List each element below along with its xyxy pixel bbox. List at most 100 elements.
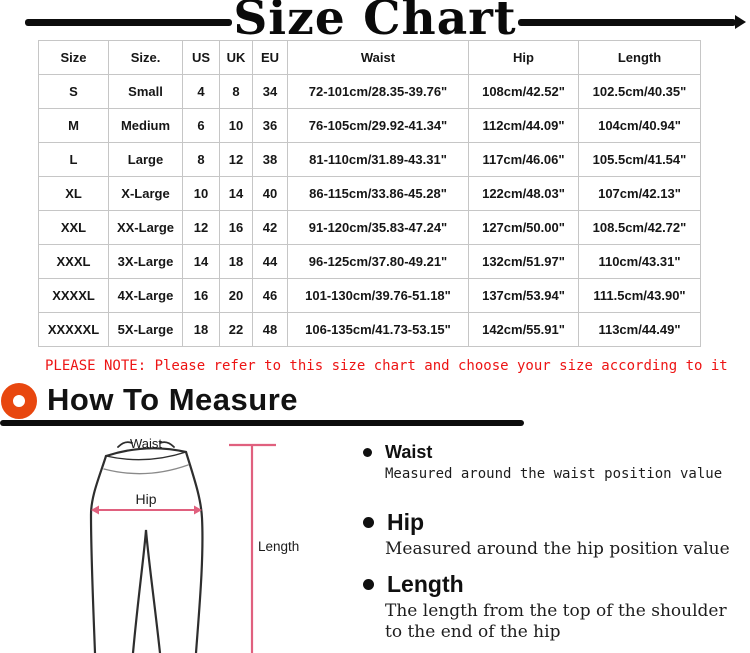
table-cell: 113cm/44.49" — [578, 312, 701, 347]
measure-item-length: Length The length from the top of the sh… — [363, 571, 730, 644]
table-cell: 10 — [219, 108, 253, 143]
table-cell: 3X-Large — [108, 244, 183, 279]
table-cell: 102.5cm/40.35" — [578, 74, 701, 109]
how-to-measure-heading: How To Measure — [47, 382, 299, 417]
column-header: Waist — [287, 40, 469, 75]
heading-underline — [0, 420, 524, 426]
table-cell: 110cm/43.31" — [578, 244, 701, 279]
table-cell: 22 — [219, 312, 253, 347]
table-cell: 8 — [219, 74, 253, 109]
table-row: XL X-Large 10 14 40 86-115cm/33.86-45.28" 122c… — [38, 176, 701, 211]
table-cell: S — [38, 74, 109, 109]
table-cell: Medium — [108, 108, 183, 143]
measure-description: The length from the top of the shoulder … — [385, 601, 727, 643]
table-row: XXL XX-Large 12 16 42 91-120cm/35.83-47.24" 12… — [38, 210, 701, 245]
column-header: US — [182, 40, 220, 75]
table-cell: 104cm/40.94" — [578, 108, 701, 143]
bullet-dot-icon — [363, 448, 372, 457]
size-table: Size Size. US UK EU Waist Hip Length S Small 4 8 34… — [38, 40, 701, 347]
measure-description: Measured around the hip position value — [385, 539, 730, 559]
table-cell: 106-135cm/41.73-53.15" — [287, 312, 469, 347]
pants-outline — [89, 447, 204, 653]
table-cell: Large — [108, 142, 183, 177]
table-cell: 108.5cm/42.72" — [578, 210, 701, 245]
table-cell: 142cm/55.91" — [468, 312, 579, 347]
table-cell: 34 — [252, 74, 288, 109]
table-cell: 96-125cm/37.80-49.21" — [287, 244, 469, 279]
table-cell: XXXL — [38, 244, 109, 279]
table-cell: 12 — [182, 210, 220, 245]
table-cell: 16 — [219, 210, 253, 245]
table-cell: 111.5cm/43.90" — [578, 278, 701, 313]
table-cell: 46 — [252, 278, 288, 313]
diagram-length-label: Length — [258, 539, 299, 554]
measure-label: Hip — [387, 509, 425, 535]
table-cell: 112cm/44.09" — [468, 108, 579, 143]
table-cell: 14 — [182, 244, 220, 279]
table-row: XXXL 3X-Large 14 18 44 96-125cm/37.80-49.21" 1… — [38, 244, 701, 279]
table-cell: 48 — [252, 312, 288, 347]
table-cell: 6 — [182, 108, 220, 143]
table-cell: 137cm/53.94" — [468, 278, 579, 313]
table-cell: M — [38, 108, 109, 143]
table-cell: 36 — [252, 108, 288, 143]
table-cell: X-Large — [108, 176, 183, 211]
table-cell: 101-130cm/39.76-51.18" — [287, 278, 469, 313]
table-cell: XX-Large — [108, 210, 183, 245]
table-cell: 81-110cm/31.89-43.31" — [287, 142, 469, 177]
size-note: PLEASE NOTE: Please refer to this size c… — [45, 358, 728, 374]
table-cell: 105.5cm/41.54" — [578, 142, 701, 177]
diagram-waist-label: Waist — [130, 436, 162, 451]
table-row: M Medium 6 10 36 76-105cm/29.92-41.34" 112cm/4… — [38, 108, 701, 143]
measure-item-hip: Hip Measured around the hip position val… — [363, 509, 730, 559]
bullet-ring-icon — [1, 383, 37, 419]
table-cell: 72-101cm/28.35-39.76" — [287, 74, 469, 109]
table-row: L Large 8 12 38 81-110cm/31.89-43.31" 117cm/46… — [38, 142, 701, 177]
table-cell: 86-115cm/33.86-45.28" — [287, 176, 469, 211]
table-row: S Small 4 8 34 72-101cm/28.35-39.76" 108cm/42.… — [38, 74, 701, 109]
table-cell: 127cm/50.00" — [468, 210, 579, 245]
waist-flourish-icon — [117, 441, 175, 448]
column-header: Hip — [468, 40, 579, 75]
table-cell: XL — [38, 176, 109, 211]
length-line — [229, 443, 276, 653]
table-cell: 108cm/42.52" — [468, 74, 579, 109]
column-header: Size. — [108, 40, 183, 75]
table-cell: 4 — [182, 74, 220, 109]
table-cell: 117cm/46.06" — [468, 142, 579, 177]
column-header: EU — [252, 40, 288, 75]
measure-item-waist: Waist Measured around the waist position… — [363, 442, 722, 482]
table-cell: XXL — [38, 210, 109, 245]
table-cell: 91-120cm/35.83-47.24" — [287, 210, 469, 245]
table-cell: 16 — [182, 278, 220, 313]
title-rule-left — [25, 19, 232, 26]
table-row: XXXXXL 5X-Large 18 22 48 106-135cm/41.73-53.1… — [38, 312, 701, 347]
table-cell: 18 — [219, 244, 253, 279]
column-header: Length — [578, 40, 701, 75]
table-cell: 40 — [252, 176, 288, 211]
measure-label: Waist — [385, 442, 433, 462]
table-cell: 42 — [252, 210, 288, 245]
hip-arrow — [91, 505, 202, 515]
table-cell: 122cm/48.03" — [468, 176, 579, 211]
column-header: UK — [219, 40, 253, 75]
title-rule-right — [518, 19, 736, 26]
table-cell: XXXXL — [38, 278, 109, 313]
table-cell: 20 — [219, 278, 253, 313]
table-cell: 4X-Large — [108, 278, 183, 313]
table-cell: L — [38, 142, 109, 177]
table-cell: 8 — [182, 142, 220, 177]
measure-label: Length — [387, 571, 464, 597]
size-table-body: S Small 4 8 34 72-101cm/28.35-39.76" 108cm/42.… — [38, 74, 701, 347]
table-cell: 5X-Large — [108, 312, 183, 347]
bullet-dot-icon — [363, 579, 374, 590]
table-row: XXXXL 4X-Large 16 20 46 101-130cm/39.76-51.18… — [38, 278, 701, 313]
table-cell: 10 — [182, 176, 220, 211]
table-cell: 12 — [219, 142, 253, 177]
page-title: Size Chart — [233, 0, 517, 46]
table-cell: 14 — [219, 176, 253, 211]
title-rule-arrow-icon — [735, 15, 746, 29]
table-cell: 18 — [182, 312, 220, 347]
measure-description: Measured around the waist position value — [385, 466, 723, 482]
